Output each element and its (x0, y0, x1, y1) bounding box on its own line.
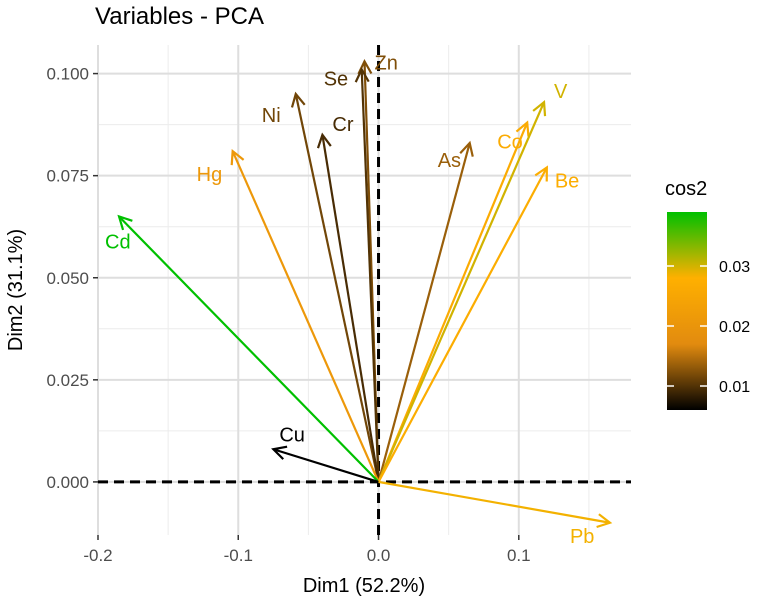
arrow-head (290, 91, 306, 108)
arrow-head (230, 149, 245, 166)
label-ni: Ni (262, 105, 281, 127)
y-tick-label: 0.050 (46, 269, 89, 288)
legend-title: cos2 (665, 178, 707, 200)
arrow-cu (271, 445, 379, 483)
legend-tick-label: 0.02 (719, 319, 750, 336)
arrow-v (377, 99, 547, 483)
arrow-hg (230, 149, 380, 483)
label-zn: Zn (375, 52, 398, 74)
label-cu: Cu (279, 424, 305, 446)
label-as: As (438, 150, 461, 172)
arrow-head (515, 120, 530, 137)
label-be: Be (555, 171, 579, 193)
arrow-shaft (273, 448, 379, 483)
x-tick-label: -0.1 (224, 546, 253, 565)
label-v: V (554, 81, 568, 103)
arrow-shaft (321, 134, 380, 483)
arrow-shaft (377, 166, 548, 483)
arrow-se (354, 67, 380, 482)
arrow-be (377, 165, 548, 483)
label-cd: Cd (105, 232, 131, 254)
cos2-legend: cos2 0.01 0.02 0.03 (665, 178, 750, 410)
arrow-as (377, 140, 474, 483)
label-pb: Pb (570, 526, 594, 548)
y-tick-label: 0.100 (46, 65, 89, 84)
arrow-co (377, 120, 530, 483)
arrow-head (354, 67, 370, 83)
label-hg: Hg (197, 164, 223, 186)
y-tick-label: 0.025 (46, 371, 89, 390)
legend-tick-label: 0.01 (719, 379, 750, 396)
arrow-head (459, 140, 474, 157)
x-tick-label: 0.1 (507, 546, 531, 565)
label-cr: Cr (332, 114, 353, 136)
x-axis-ticks: -0.2 -0.1 0.0 0.1 (83, 535, 531, 565)
arrow-head (271, 445, 288, 460)
arrow-shaft (360, 69, 380, 482)
x-tick-label: 0.0 (367, 546, 391, 565)
arrow-shaft (377, 101, 546, 483)
legend-ticks: 0.01 0.02 0.03 (667, 259, 750, 396)
arrow-shaft (294, 93, 380, 483)
arrow-head (534, 165, 548, 182)
arrow-shaft (378, 480, 611, 524)
x-axis-title: Dim1 (52.2%) (303, 575, 425, 597)
y-tick-label: 0.000 (46, 473, 89, 492)
y-tick-label: 0.075 (46, 167, 89, 186)
legend-tick-label: 0.03 (719, 259, 750, 276)
arrow-ni (290, 91, 380, 483)
arrow-pb (378, 480, 613, 529)
x-tick-label: -0.2 (83, 546, 112, 565)
arrow-head (316, 132, 332, 149)
variable-labels: Zn Se Ni Cr Hg Cd As Co V Be Cu Pb (105, 52, 594, 547)
arrow-cd (117, 214, 380, 483)
variable-arrows (117, 58, 613, 529)
chart-title: Variables - PCA (95, 3, 264, 30)
arrow-head (596, 513, 613, 529)
arrow-shaft (118, 215, 380, 483)
legend-colorbar (667, 212, 707, 410)
arrow-shaft (231, 150, 380, 483)
arrow-cr (316, 132, 380, 483)
label-co: Co (497, 132, 523, 154)
arrow-head (532, 99, 547, 117)
arrow-shaft (377, 142, 471, 483)
y-axis-title: Dim2 (31.1%) (5, 229, 27, 351)
label-se: Se (324, 69, 348, 91)
y-axis-ticks: 0.000 0.025 0.050 0.075 0.100 (46, 65, 98, 492)
arrow-shaft (377, 122, 529, 483)
arrow-head (117, 214, 133, 231)
